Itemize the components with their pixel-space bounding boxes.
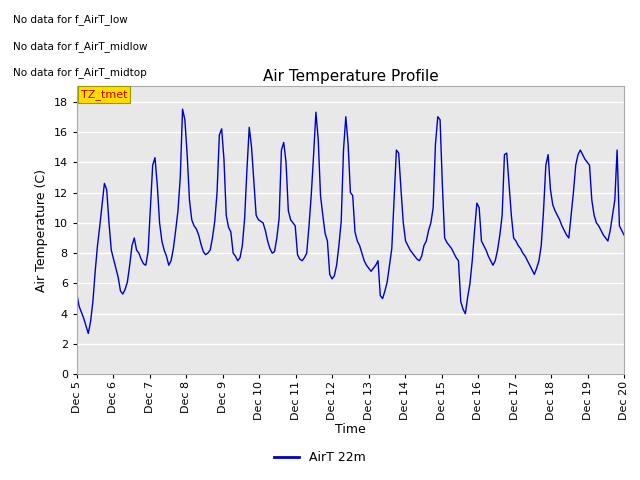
Text: No data for f_AirT_low: No data for f_AirT_low	[13, 14, 127, 25]
Y-axis label: Air Temperature (C): Air Temperature (C)	[35, 169, 48, 292]
Text: No data for f_AirT_midtop: No data for f_AirT_midtop	[13, 67, 147, 78]
Legend: AirT 22m: AirT 22m	[269, 446, 371, 469]
X-axis label: Time: Time	[335, 423, 366, 436]
Title: Air Temperature Profile: Air Temperature Profile	[262, 69, 438, 84]
Text: No data for f_AirT_midlow: No data for f_AirT_midlow	[13, 41, 147, 52]
Text: TZ_tmet: TZ_tmet	[81, 89, 127, 100]
